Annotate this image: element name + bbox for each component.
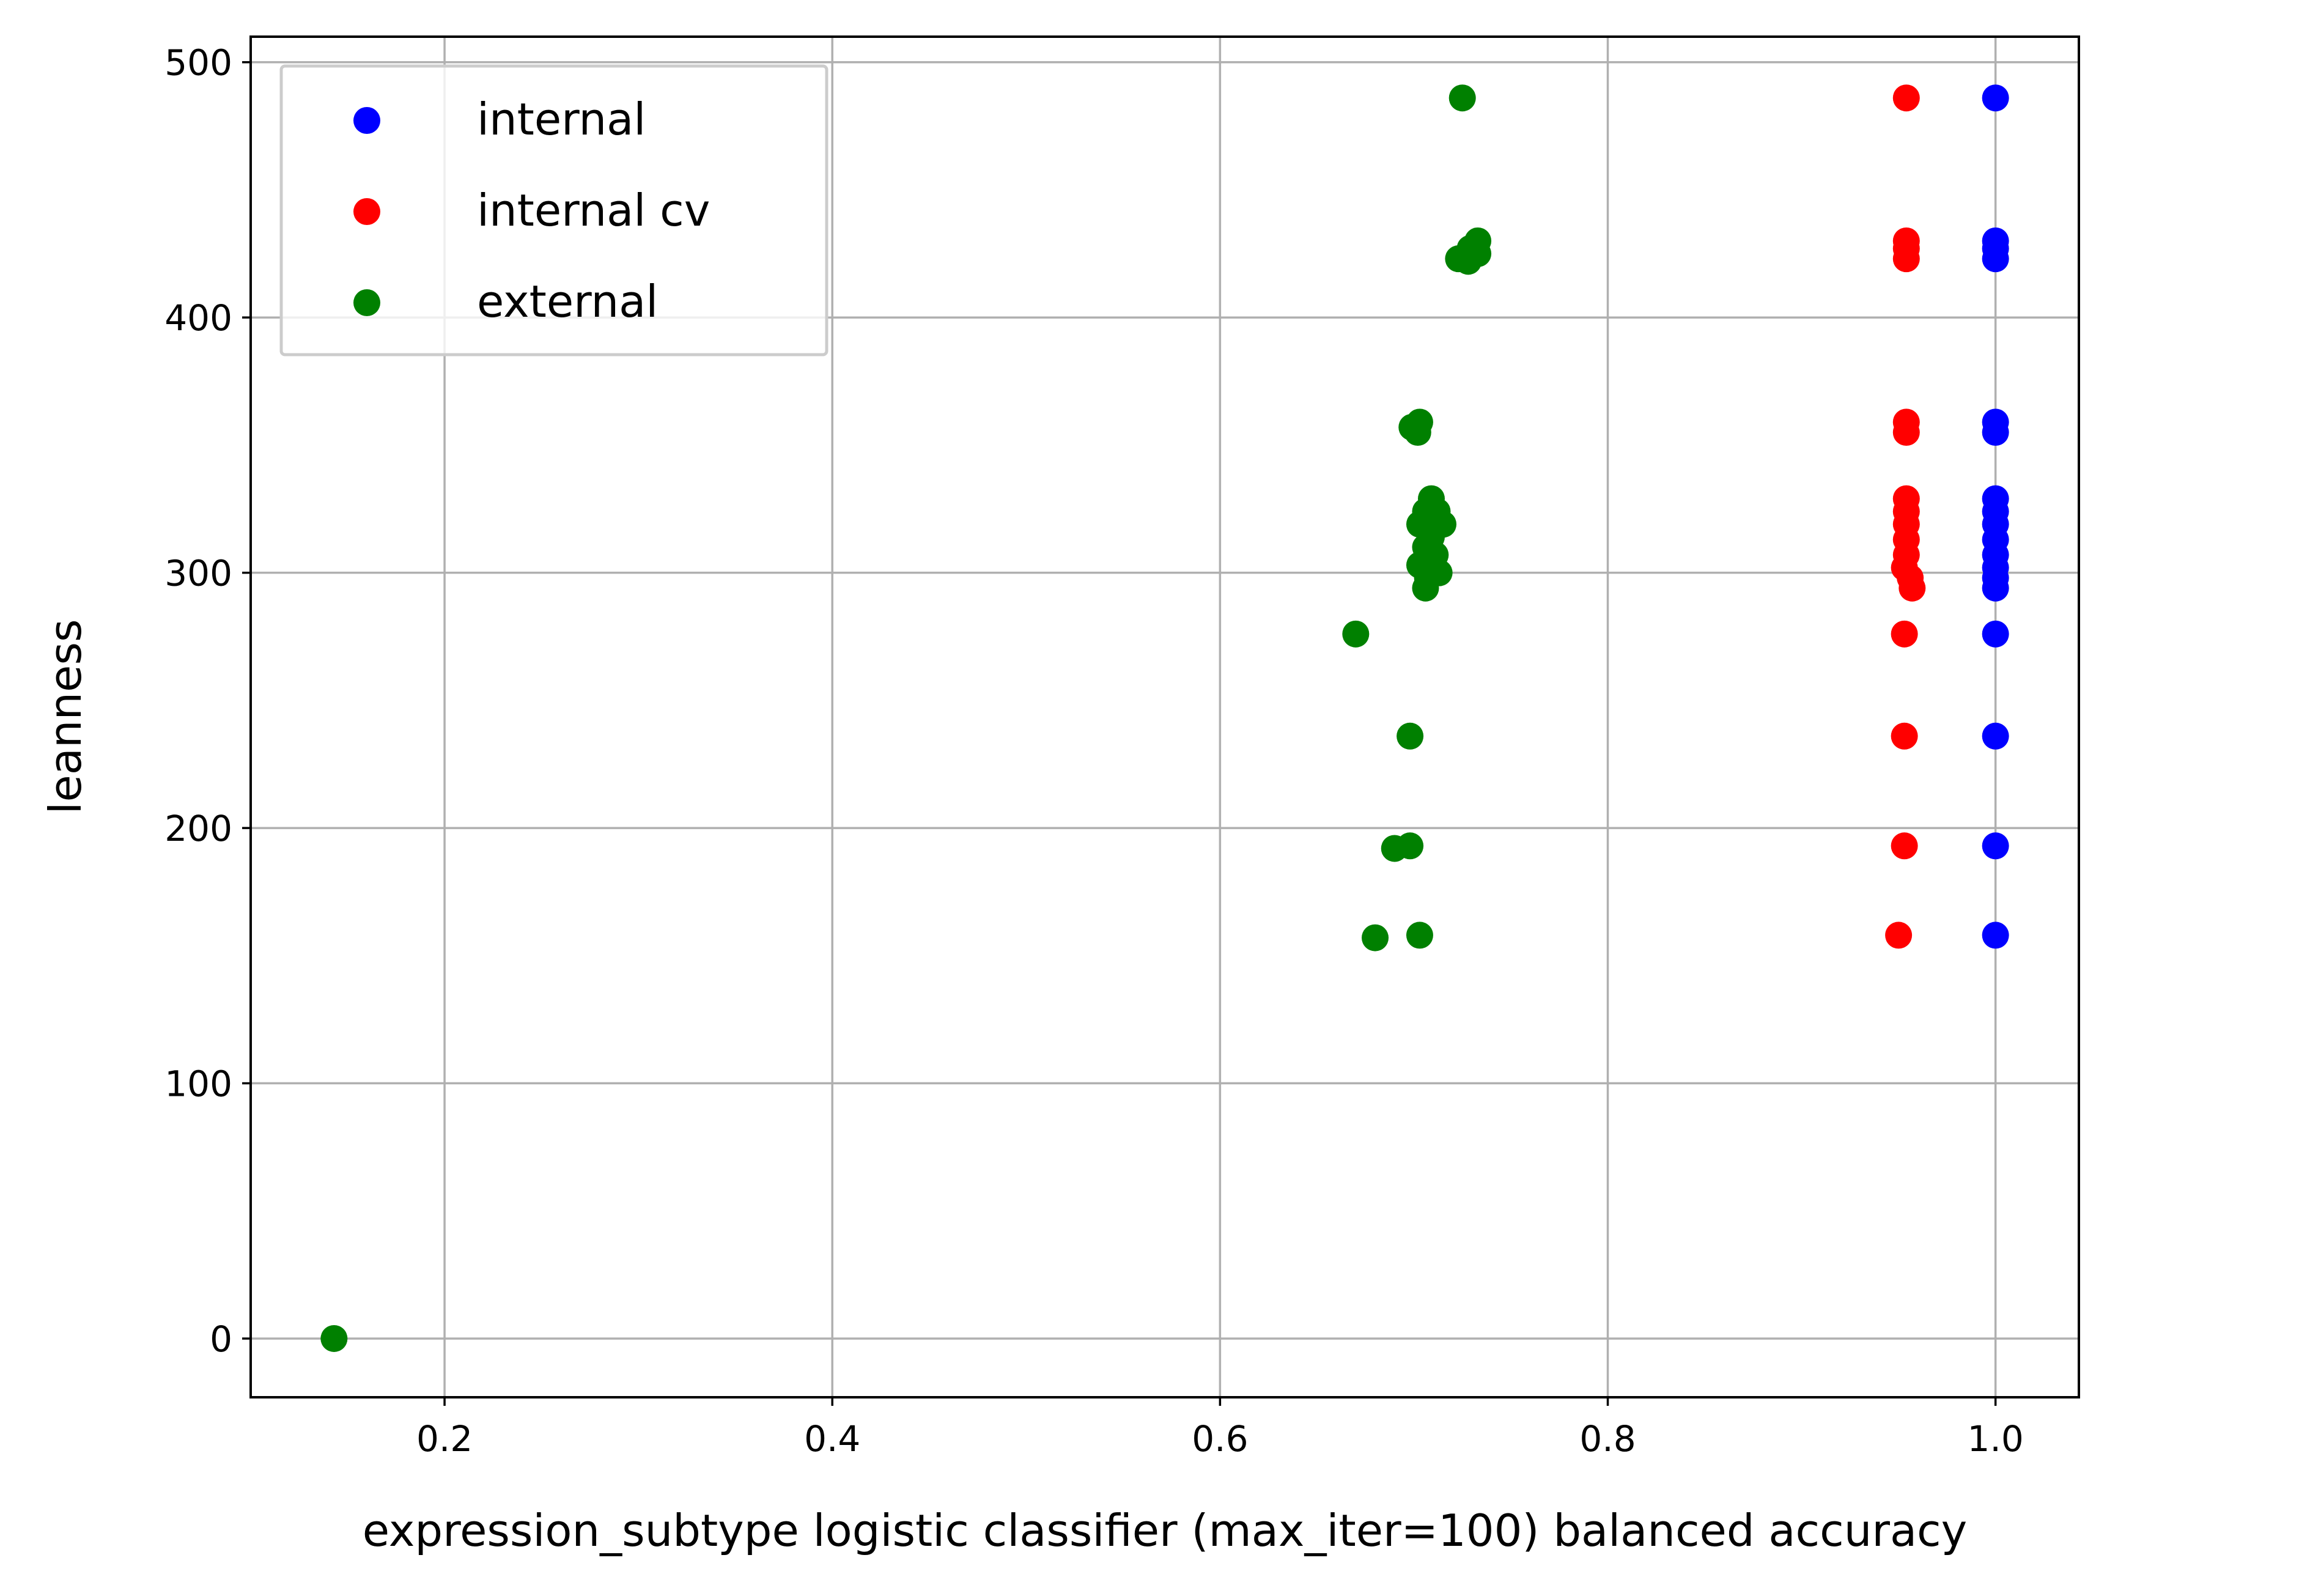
x-tick-label: 0.6 <box>1192 1418 1248 1460</box>
point-external <box>1404 419 1431 446</box>
point-internal <box>1982 245 2009 273</box>
x-tick-label: 0.2 <box>416 1418 473 1460</box>
point-external <box>320 1324 348 1352</box>
point-internal <box>1982 574 2009 602</box>
point-external <box>1362 924 1389 951</box>
point-external <box>1342 620 1370 648</box>
point-external <box>1412 574 1439 602</box>
y-tick-label: 100 <box>164 1063 232 1105</box>
legend-marker-internal-cv <box>353 198 380 225</box>
y-tick-label: 0 <box>210 1318 232 1360</box>
point-internal <box>1982 419 2009 446</box>
y-tick-label: 400 <box>164 297 232 339</box>
y-tick-label: 300 <box>164 553 232 594</box>
point-internal-cv <box>1891 722 1918 750</box>
point-internal-cv <box>1891 620 1918 648</box>
data-points <box>320 84 2009 1352</box>
axis-ticks: 0.2 0.4 0.6 0.8 1.0 0 100 200 300 400 500 <box>164 42 2024 1460</box>
legend-label-external: external <box>477 276 658 327</box>
point-external <box>1455 248 1482 275</box>
legend: internal internal cv external <box>279 64 828 357</box>
point-internal <box>1982 620 2009 648</box>
x-tick-label: 0.4 <box>804 1418 860 1460</box>
x-tick-label: 1.0 <box>1968 1418 2024 1460</box>
point-external <box>1448 84 1476 112</box>
grid-lines <box>251 37 2079 1397</box>
x-axis-label: expression_subtype logistic classifier (… <box>363 1505 1968 1556</box>
legend-marker-external <box>353 289 380 316</box>
y-tick-label: 200 <box>164 808 232 849</box>
y-axis-label: leanness <box>40 619 91 814</box>
legend-label-internal: internal <box>477 94 646 145</box>
point-internal-cv <box>1892 419 1920 446</box>
point-external <box>1406 922 1433 949</box>
point-internal <box>1982 84 2009 112</box>
point-internal-cv <box>1892 84 1920 112</box>
plot-frame <box>249 35 2080 1398</box>
point-internal <box>1982 922 2009 949</box>
point-internal <box>1982 722 2009 750</box>
legend-box <box>279 64 828 357</box>
legend-marker-internal <box>353 107 380 134</box>
point-external <box>1397 722 1424 750</box>
point-internal-cv <box>1885 922 1913 949</box>
y-tick-label: 500 <box>164 42 232 84</box>
point-internal-cv <box>1899 574 1926 602</box>
x-tick-label: 0.8 <box>1579 1418 1636 1460</box>
point-external <box>1381 835 1408 862</box>
point-internal-cv <box>1891 832 1918 860</box>
point-internal-cv <box>1892 245 1920 273</box>
point-internal <box>1982 832 2009 860</box>
legend-label-internal-cv: internal cv <box>477 185 710 236</box>
